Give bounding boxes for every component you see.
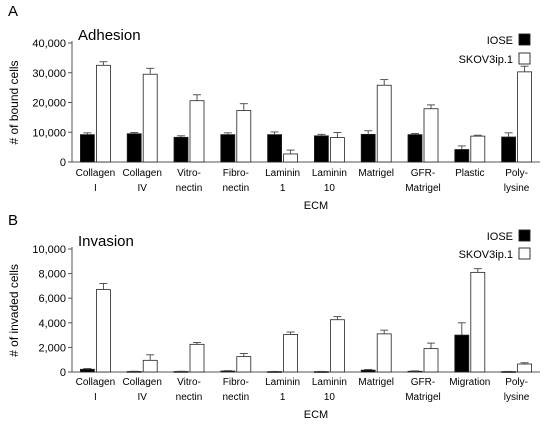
panel-a-bar-skov3ip1 — [470, 135, 486, 163]
panel-b-title: Invasion — [78, 233, 134, 250]
panel-b-bar-skov3ip1 — [470, 271, 486, 373]
panel-a-ytick-label: 30,000 — [32, 68, 66, 80]
panel-b-bar-skov3ip1 — [329, 319, 345, 373]
panel-b-category-label: Laminin — [312, 377, 347, 388]
panel-b-ytick-label: 0 — [60, 367, 66, 379]
panel-a-bar-skov3ip1 — [142, 73, 158, 163]
panel-b-category-label: Vitro- — [177, 377, 201, 388]
panel-b-bar-iose — [220, 370, 236, 373]
panel-b-ylabel: # of invaded cells — [7, 264, 21, 357]
panel-a-letter: A — [8, 3, 18, 20]
panel-b-bar-skov3ip1 — [423, 348, 439, 373]
panel-a-bar-skov3ip1 — [517, 71, 532, 163]
panel-b-letter: B — [8, 212, 18, 229]
panel-b-bar-skov3ip1 — [376, 333, 392, 373]
panel-b-bar-iose — [360, 369, 376, 373]
panel-a-bar-skov3ip1 — [376, 84, 392, 163]
panel-a-category-label: nectin — [222, 183, 249, 194]
panel-b-category-label: nectin — [222, 392, 249, 403]
panel-a-ytick-label: 20,000 — [32, 98, 66, 110]
panel-a-bar-skov3ip1 — [329, 137, 345, 163]
panel-a-category-label: I — [94, 183, 97, 194]
panel-a-ylabel: # of bound cells — [7, 60, 21, 144]
panel-b-category-label: Laminin — [265, 377, 300, 388]
panel-b-bar-skov3ip1 — [96, 289, 111, 373]
panel-b-ytick-label: 8,000 — [38, 269, 66, 281]
panel-a-legend-label: IOSE — [487, 35, 513, 47]
panel-a-title: Adhesion — [78, 27, 141, 44]
panel-b-ytick-label: 6,000 — [38, 293, 66, 305]
panel-a-category-label: Collagen — [76, 168, 115, 179]
panel-b-category-label: 1 — [280, 392, 286, 403]
panel-a-category-label: GFR- — [411, 168, 435, 179]
panel-a-bar-skov3ip1 — [189, 100, 205, 163]
panel-a-legend-label: SKOV3ip.1 — [459, 54, 513, 66]
panel-b-category-label: lysine — [504, 392, 530, 403]
panel-b-category-label: GFR- — [411, 377, 435, 388]
panel-a-bar-iose — [267, 134, 283, 163]
panel-b-category-label: Collagen — [122, 377, 161, 388]
panel-b-category-label: Collagen — [76, 377, 115, 388]
panel-a-category-label: Vitro- — [177, 168, 201, 179]
panel-a-category-label: Laminin — [265, 168, 300, 179]
panel-a-bar-iose — [360, 133, 376, 163]
panel-b-bar-iose — [80, 368, 95, 373]
panel-a-category-label: 1 — [280, 183, 286, 194]
panel-a-bar-skov3ip1 — [96, 64, 111, 163]
panel-b-category-label: Migration — [449, 377, 490, 388]
panel-b-bar-skov3ip1 — [517, 363, 532, 373]
panel-a-legend-swatch — [518, 33, 531, 46]
panel-b-bar-skov3ip1 — [283, 334, 299, 373]
panel-a-bar-iose — [407, 134, 423, 163]
panel-b-category-label: Matrigel — [358, 377, 394, 388]
panel-b-category-label: Poly- — [505, 377, 528, 388]
panel-a-category-label: Laminin — [312, 168, 347, 179]
panel-b-bar-iose — [454, 334, 470, 373]
panel-a-legend-swatch — [518, 52, 531, 65]
panel-b-category-label: 10 — [324, 392, 336, 403]
panel-a-bar-iose — [80, 134, 95, 163]
panel-a-xlabel: ECM — [304, 200, 328, 212]
panel-a-ytick-label: 40,000 — [32, 38, 66, 50]
panel-b-legend-swatch — [518, 229, 531, 242]
panel-b-legend-swatch — [518, 247, 531, 260]
panel-a-bar-iose — [126, 133, 142, 163]
panel-a-category-label: Plastic — [455, 168, 484, 179]
panel-b-bar-skov3ip1 — [142, 359, 158, 373]
panel-a-category-label: IV — [137, 183, 147, 194]
panel-b-category-label: nectin — [176, 392, 203, 403]
panel-b-xlabel: ECM — [304, 409, 328, 421]
panel-a-category-label: 10 — [324, 183, 336, 194]
panel-a-category-label: Matrigel — [405, 183, 441, 194]
panel-a-bar-skov3ip1 — [423, 108, 439, 163]
panel-a-category-label: Poly- — [505, 168, 528, 179]
panel-b-legend-label: IOSE — [487, 231, 513, 243]
panel-b-category-label: Fibro- — [223, 377, 249, 388]
panel-a-category-label: Collagen — [122, 168, 161, 179]
panel-b-bar-skov3ip1 — [236, 356, 252, 373]
panel-b-ytick-label: 4,000 — [38, 318, 66, 330]
panel-a-bar-iose — [313, 135, 329, 163]
panel-b-bar-iose — [407, 370, 423, 373]
panel-a-category-label: Fibro- — [223, 168, 249, 179]
panel-a-bar-skov3ip1 — [283, 153, 299, 163]
panel-a-category-label: Matrigel — [358, 168, 394, 179]
panel-b-category-label: I — [94, 392, 97, 403]
panel-b-legend-label: SKOV3ip.1 — [459, 249, 513, 261]
panel-b-ytick-label: 10,000 — [32, 244, 66, 256]
panel-a-ytick-label: 10,000 — [32, 127, 66, 139]
panel-b-category-label: Matrigel — [405, 392, 441, 403]
panel-a-bar-iose — [220, 134, 236, 163]
panel-b-category-label: IV — [137, 392, 147, 403]
panel-b-ytick-label: 2,000 — [38, 342, 66, 354]
panel-a-bar-skov3ip1 — [236, 110, 252, 163]
panel-a-bar-iose — [173, 136, 189, 163]
panel-a-bar-iose — [501, 136, 517, 163]
panel-a-ytick-label: 0 — [60, 157, 66, 169]
panel-b-bar-skov3ip1 — [189, 343, 205, 373]
panel-a-category-label: nectin — [176, 183, 203, 194]
panel-a-bar-iose — [454, 149, 470, 163]
panel-a-category-label: lysine — [504, 183, 530, 194]
